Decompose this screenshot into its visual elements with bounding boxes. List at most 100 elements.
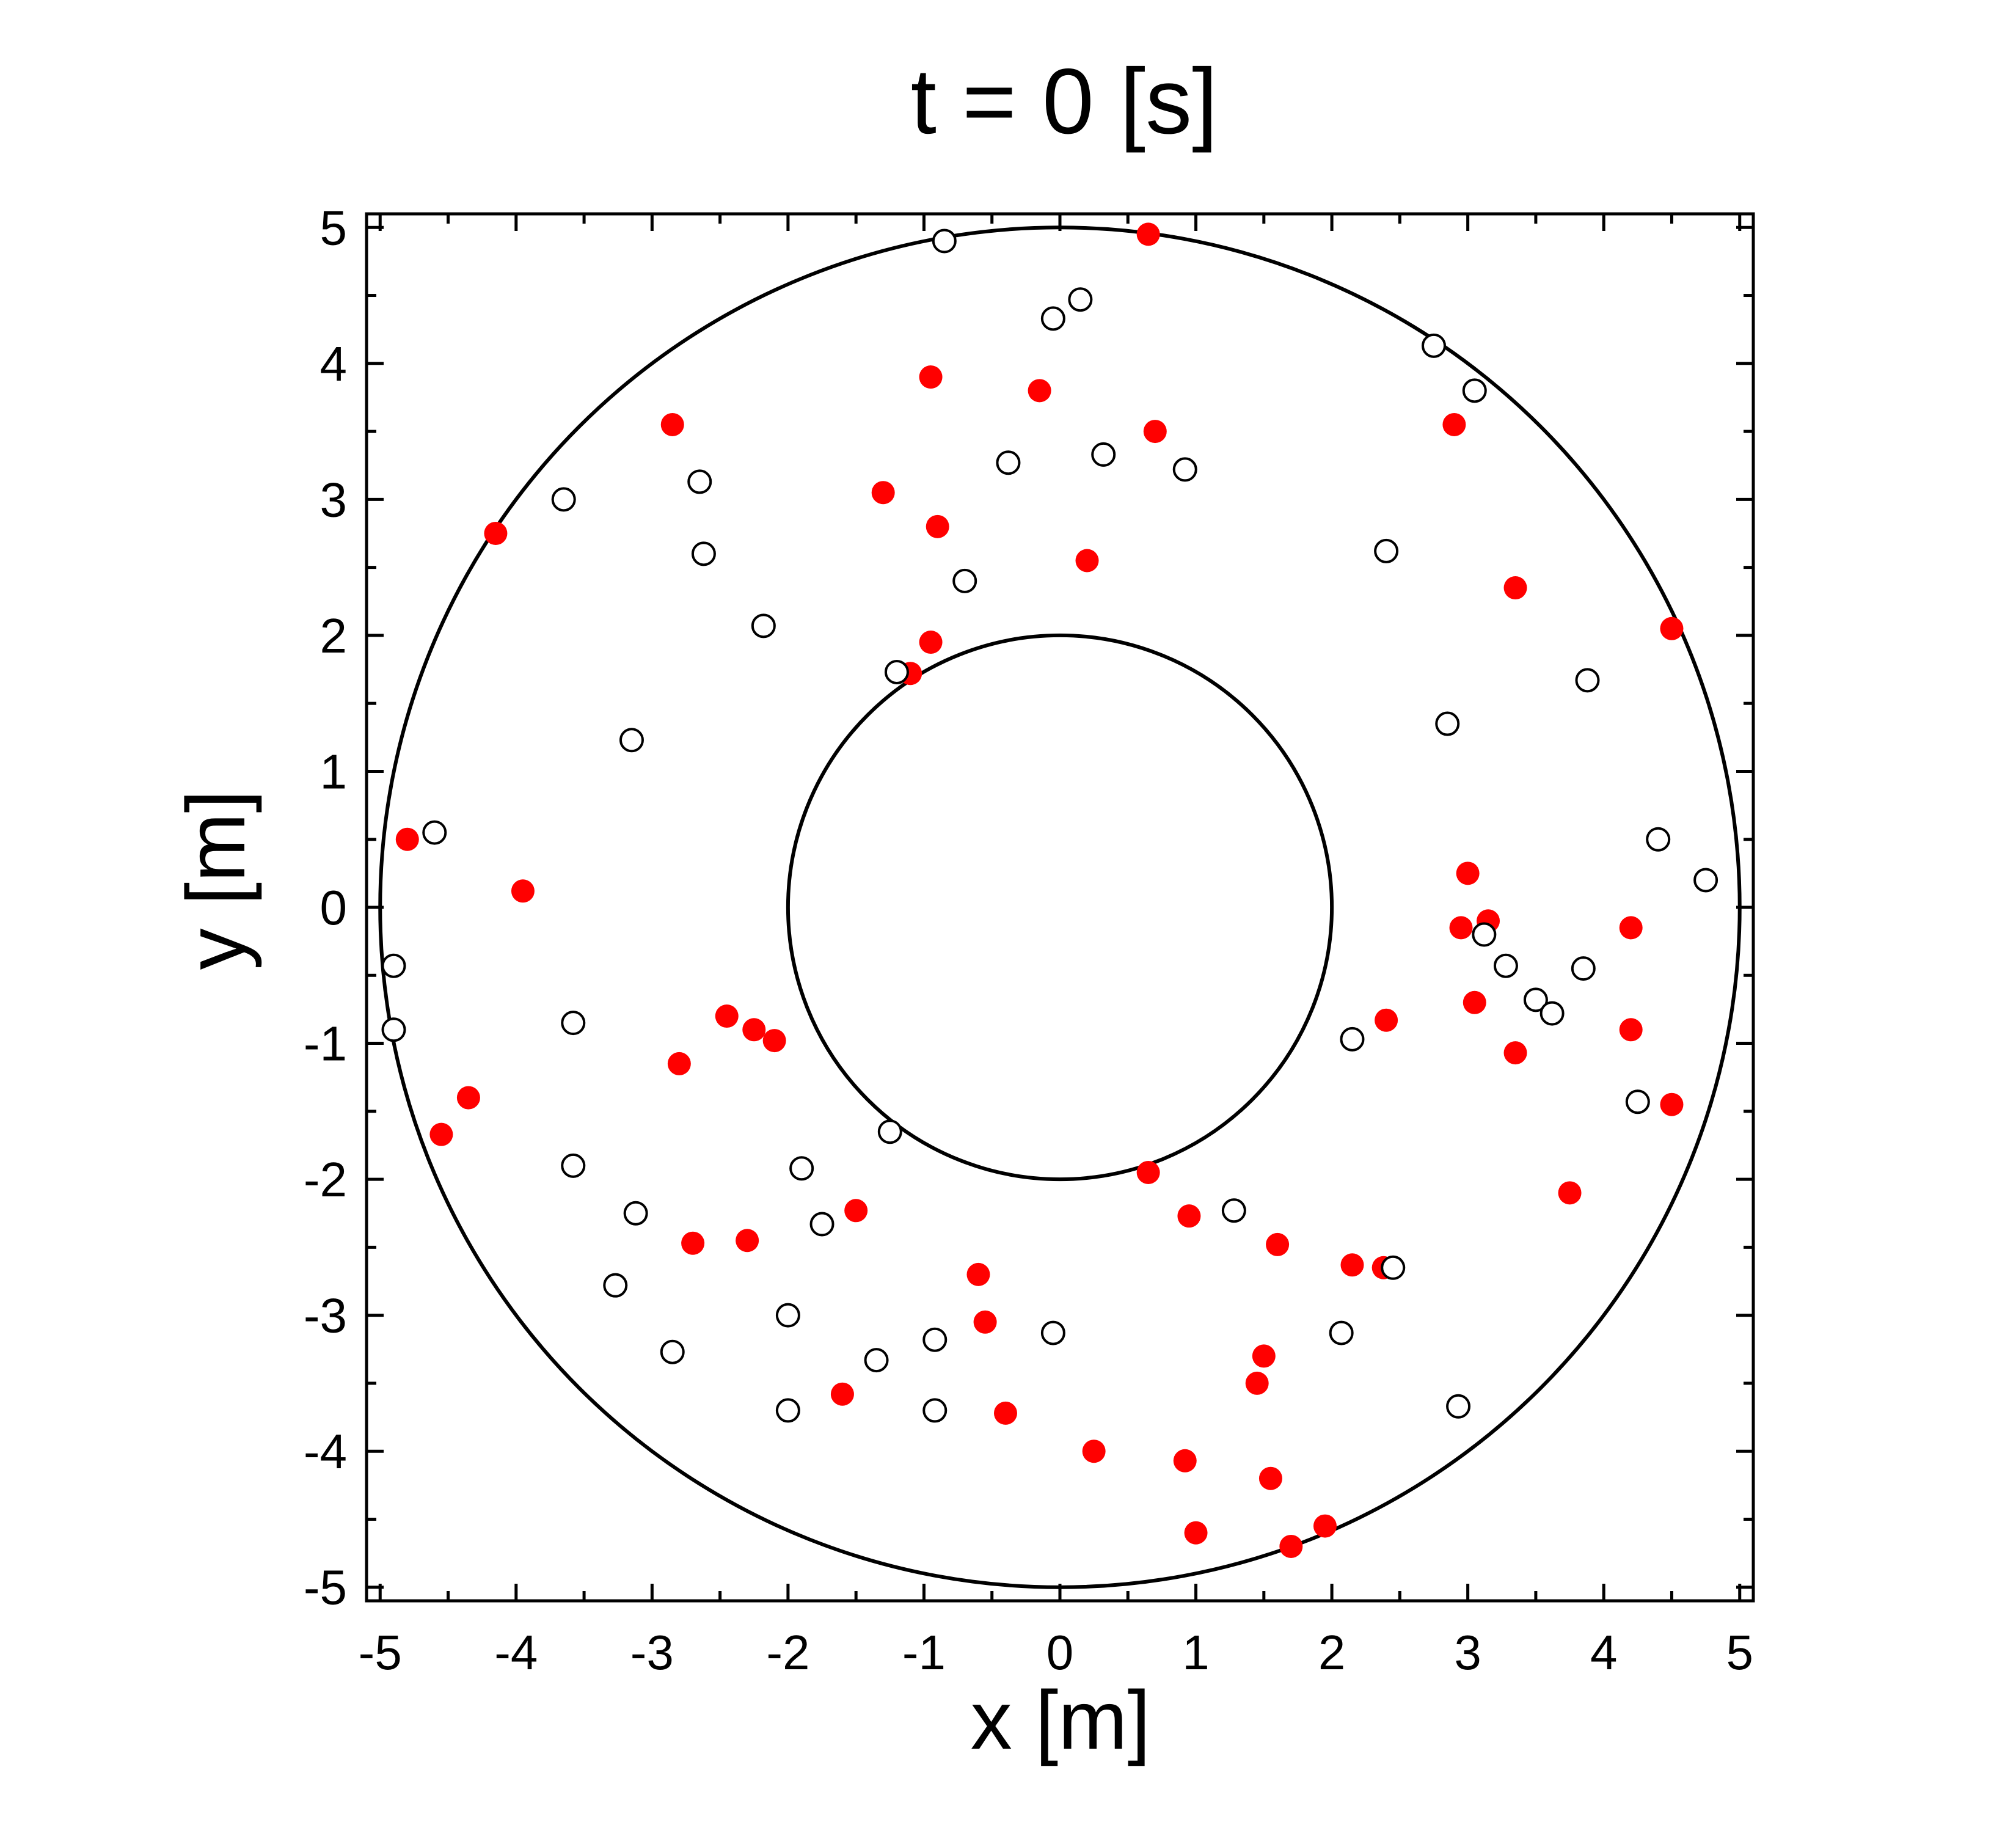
red-filled-point [926,514,949,538]
open-circle-point [1091,442,1116,467]
red-filled-point [1313,1514,1337,1538]
red-filled-point [1619,916,1643,940]
red-filled-point [1660,1092,1684,1116]
open-circle-point [1172,457,1197,482]
inner-wall-circle [786,633,1334,1182]
y-tick-label: -5 [304,1560,347,1615]
open-circle-point [1625,1089,1650,1114]
x-tick-label: 0 [1046,1625,1074,1680]
y-tick-label: 1 [320,744,348,799]
red-filled-point [1456,862,1480,885]
open-circle-point [1374,538,1399,563]
open-circle-point [922,1327,948,1352]
open-circle-point [1329,1320,1354,1345]
open-circle-point [996,450,1021,475]
red-filled-point [1028,379,1051,403]
x-tick-label: -4 [494,1625,538,1680]
points-layer [381,222,1718,1558]
red-filled-point [844,1199,868,1223]
y-tick-label: 4 [320,337,348,391]
open-circle-point [623,1201,648,1226]
red-filled-point [1660,616,1684,640]
red-filled-point [1442,412,1466,436]
open-circle-point [751,613,776,638]
red-filled-point [715,1004,739,1028]
red-filled-point [1082,1440,1106,1463]
open-circle-point [1523,987,1548,1012]
red-filled-point [1266,1232,1290,1256]
x-tick-label: -2 [766,1625,809,1680]
red-filled-point [762,1029,786,1053]
red-filled-point [1143,420,1167,444]
open-circle-point [877,1119,902,1144]
open-circle-point [619,728,644,753]
red-filled-point [429,1122,453,1146]
open-circle-point [1435,711,1460,736]
red-filled-point [736,1229,759,1253]
x-axis-label: x [m] [971,1674,1151,1766]
red-filled-point [919,365,943,389]
open-circle-point [1040,306,1065,331]
open-circle-point [381,1017,406,1042]
y-tick-label: -1 [304,1017,347,1071]
red-filled-point [667,1052,691,1075]
y-tick-label: -4 [304,1424,347,1479]
red-filled-point [966,1262,990,1286]
open-circle-point [691,541,716,566]
red-filled-point [1449,916,1473,940]
open-circle-point [660,1339,685,1364]
plot-frame [365,212,1755,1603]
open-circle-point [603,1273,628,1298]
open-circle-point [561,1153,586,1178]
y-tick-label: -3 [304,1289,347,1343]
y-tick-label: 0 [320,880,348,935]
red-filled-point [456,1086,480,1110]
open-circle-point [884,659,909,684]
red-filled-point [1136,222,1160,246]
red-filled-point [1173,1449,1197,1473]
red-filled-point [1258,1466,1282,1490]
open-circle-point [1646,827,1671,852]
red-filled-point [973,1310,997,1334]
open-circle-point [551,487,576,512]
open-circle-point [1040,1320,1065,1345]
open-circle-point [775,1303,800,1328]
red-filled-point [1340,1253,1364,1277]
outer-wall-circle [378,225,1742,1589]
red-filled-point [660,412,684,436]
y-tick-label: 3 [320,472,348,527]
red-filled-point [1075,549,1099,573]
open-circle-point [1575,668,1600,693]
open-circle-point [922,1398,948,1423]
red-filled-point [1245,1371,1269,1395]
red-filled-point [1177,1204,1201,1228]
y-axis-label: y [m] [169,790,262,970]
open-circle-point [1381,1255,1406,1280]
open-circle-point [789,1156,814,1181]
open-circle-point [1068,287,1093,312]
x-tick-label: 3 [1454,1625,1481,1680]
x-tick-label: 5 [1726,1625,1753,1680]
open-circle-point [422,820,447,845]
red-filled-point [1503,1041,1527,1065]
red-filled-point [919,631,943,654]
chart-title: t = 0 [s] [911,49,1218,153]
open-circle-point [1539,1001,1565,1026]
open-circle-point [1571,956,1596,981]
red-filled-point [1619,1018,1643,1042]
red-filled-point [1558,1181,1582,1205]
open-circle-point [1221,1198,1246,1223]
red-filled-point [993,1401,1017,1425]
open-circle-point [775,1398,800,1423]
y-tick-label: 2 [320,609,348,663]
open-circle-point [1422,333,1447,358]
open-circle-point [1493,953,1518,978]
red-filled-point [830,1382,854,1406]
red-filled-point [1503,576,1527,600]
ticks-layer: -5 -4 -3 -2 -1 0 1 2 3 4 5 5 4 3 2 1 0 -1 -2 -3 -4 -5 [304,200,1753,1680]
x-tick-label: 1 [1182,1625,1210,1680]
red-filled-point [681,1231,705,1255]
x-tick-label: -1 [902,1625,946,1680]
red-filled-point [484,521,508,545]
red-filled-point [1279,1534,1303,1558]
